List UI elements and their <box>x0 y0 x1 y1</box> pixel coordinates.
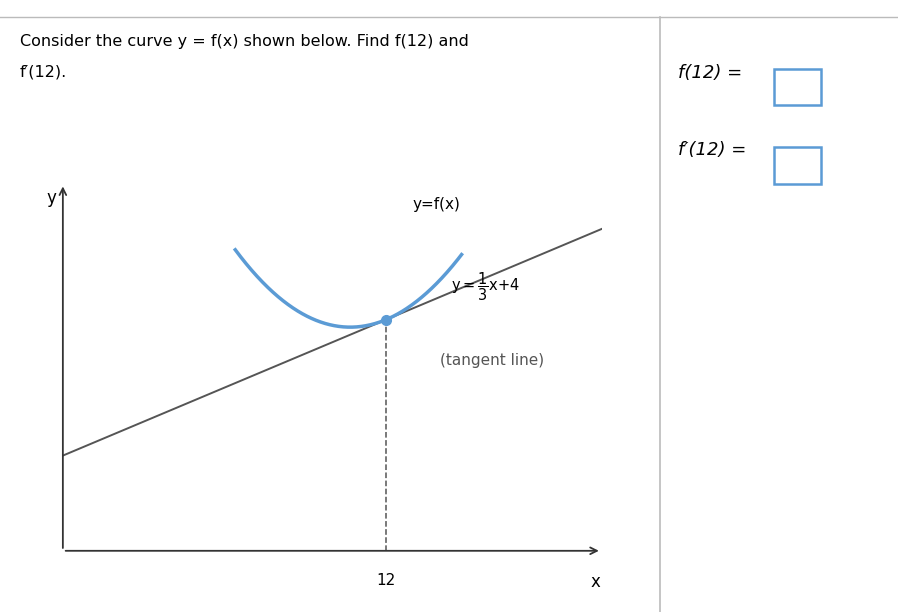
Text: f′(12) =: f′(12) = <box>678 141 746 159</box>
Text: Consider the curve y = f(x) shown below. Find f(12) and: Consider the curve y = f(x) shown below.… <box>20 34 469 49</box>
Text: y: y <box>47 189 57 207</box>
Text: y=f(x): y=f(x) <box>412 197 460 212</box>
Text: x: x <box>590 573 600 591</box>
Text: f′(12).: f′(12). <box>20 64 67 80</box>
Text: 12: 12 <box>376 573 396 588</box>
Text: (tangent line): (tangent line) <box>440 353 544 368</box>
Text: $\mathrm{y{=}\dfrac{1}{3}x{+}4}$: $\mathrm{y{=}\dfrac{1}{3}x{+}4}$ <box>451 271 520 303</box>
Text: f(12) =: f(12) = <box>678 64 743 82</box>
